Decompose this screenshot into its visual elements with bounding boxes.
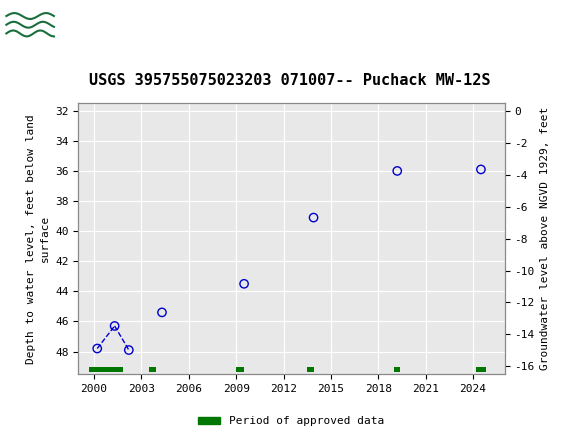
Point [476, 166, 485, 173]
Bar [5, 5, 57, 45]
Point [93, 345, 102, 352]
Point [309, 214, 318, 221]
Point [157, 309, 166, 316]
Y-axis label: Depth to water level, feet below land
surface: Depth to water level, feet below land su… [26, 114, 49, 363]
Point [110, 322, 119, 329]
Point [240, 280, 249, 287]
Bar [89, 367, 122, 372]
Text: USGS: USGS [66, 14, 125, 33]
Y-axis label: Groundwater level above NGVD 1929, feet: Groundwater level above NGVD 1929, feet [540, 107, 550, 370]
Text: USGS 395755075023203 071007-- Puchack MW-12S: USGS 395755075023203 071007-- Puchack MW… [89, 73, 491, 88]
Bar [236, 367, 244, 372]
Bar [307, 367, 314, 372]
Bar [476, 367, 485, 372]
Legend: Period of approved data: Period of approved data [194, 412, 389, 430]
Point [393, 167, 402, 174]
Bar [149, 367, 155, 372]
Point [124, 347, 133, 353]
Bar [394, 367, 400, 372]
